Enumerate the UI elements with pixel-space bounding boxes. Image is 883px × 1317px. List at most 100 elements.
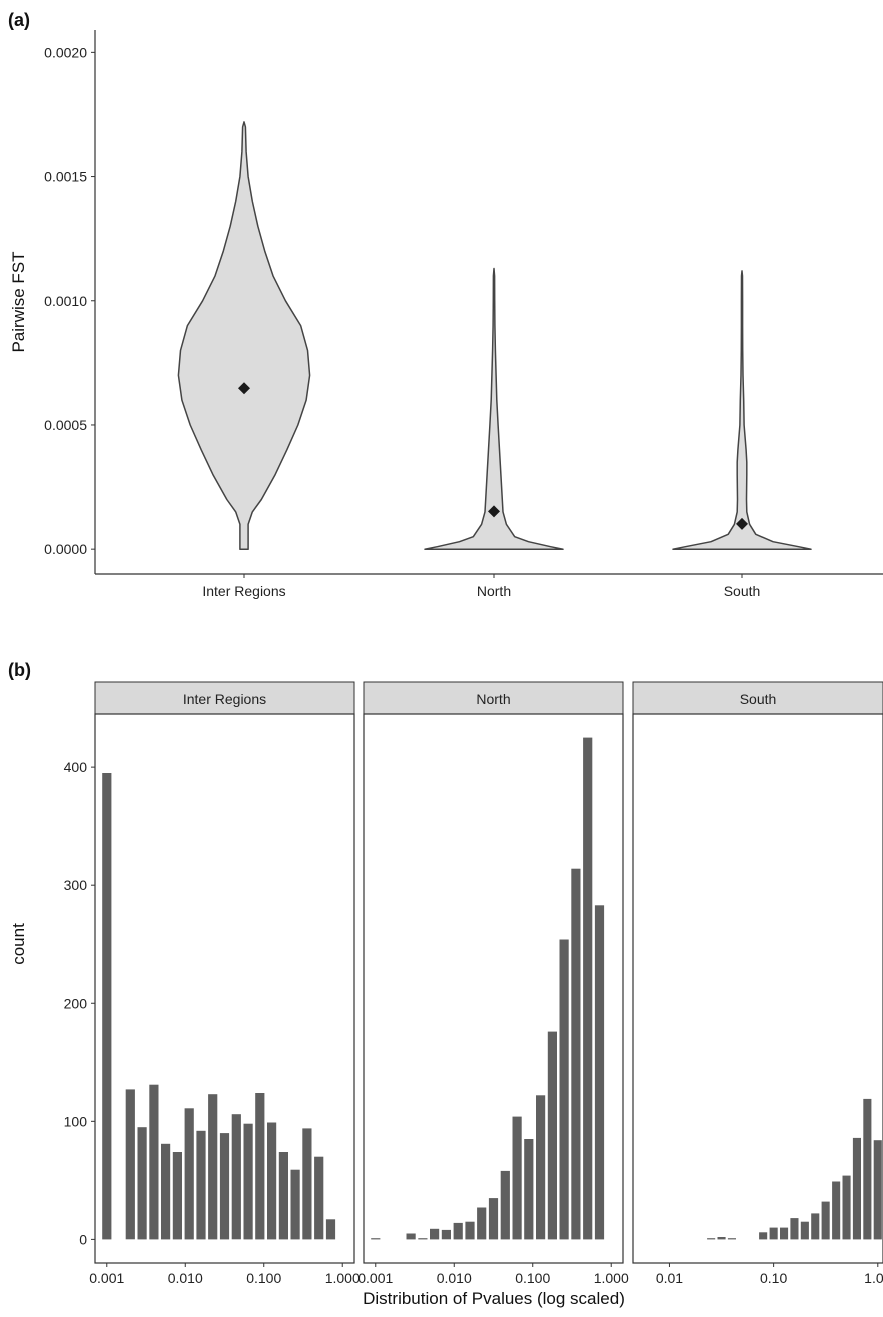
histogram-bar [524,1139,534,1240]
histogram-bar [547,1031,557,1240]
histogram-bar [852,1137,861,1240]
histogram-bar [406,1233,416,1240]
histogram-bar [453,1222,463,1240]
x-tick-label: 1.00 [864,1270,883,1286]
y-tick-label: 0.0005 [44,417,87,433]
histogram-bar [325,1219,336,1240]
histogram-bar [500,1170,510,1240]
histogram-bar [800,1221,809,1240]
facet-frame [632,713,883,1264]
histogram-bar [314,1156,324,1240]
mean-marker [238,382,250,395]
histogram-bar [137,1127,147,1240]
facet-strip [94,681,355,715]
histogram-bar [842,1175,851,1240]
violin-1 [424,267,564,550]
y-tick-label: 0.0000 [44,541,87,557]
facet-strip-label: North [476,691,510,707]
histogram-bar [769,1227,778,1240]
panel-b-label: (b) [8,660,31,680]
histogram-bar [512,1116,522,1240]
x-tick-label: 0.10 [760,1270,787,1286]
y-tick-label: 100 [64,1113,88,1129]
x-tick-label: 0.010 [437,1270,472,1286]
histogram-bar [418,1238,428,1240]
violin-2 [672,270,812,550]
histogram-bar [430,1228,440,1240]
histogram-bar [184,1108,194,1240]
histogram-bar [571,868,581,1240]
facet-frame [363,713,624,1264]
facet-strip [363,681,624,715]
histogram-bar [172,1152,182,1240]
histogram-bar [477,1207,487,1240]
histogram-bar [780,1227,789,1240]
histogram-bar [208,1094,218,1240]
x-tick-label: 0.01 [656,1270,683,1286]
x-tick-label: South [724,583,761,599]
y-tick-label: 200 [64,995,88,1011]
x-tick-label: 0.010 [168,1270,203,1286]
facet-1: North 0.001 0.010 0.100 1.000 [358,681,629,1286]
y-tick-label: 300 [64,877,88,893]
histogram-bar [559,939,569,1240]
histogram-bar [302,1128,312,1240]
x-tick-label: 1.000 [594,1270,629,1286]
mean-marker [488,505,500,518]
histogram-bar [161,1143,171,1240]
histogram-bar [441,1229,451,1240]
y-tick-label: 400 [64,759,88,775]
histogram-bar [149,1084,159,1240]
y-tick-label: 0 [79,1231,87,1247]
violin-plot-panel: 0.0000 0.0005 0.0010 0.0015 0.0020 Inter Regi… [44,30,883,599]
histogram-bar [594,905,605,1240]
x-tick-label: 0.001 [358,1270,393,1286]
histogram-bar [790,1218,799,1240]
y-tick-label: 0.0015 [44,169,87,185]
histogram-bar [873,1140,882,1240]
histogram-bar [371,1238,381,1240]
histogram-bar [290,1169,300,1240]
x-tick-label: 0.001 [89,1270,124,1286]
histogram-bar [583,737,593,1240]
histogram-bar [231,1114,241,1240]
histogram-bar [219,1133,230,1240]
x-tick-label: 1.000 [325,1270,360,1286]
facet-0: Inter Regions 0.001 0.010 0.100 1.000 [89,681,360,1286]
x-tick-label: 0.100 [515,1270,550,1286]
histogram-bar [196,1130,206,1240]
histogram-bar [255,1093,265,1240]
histogram-bar [125,1089,135,1240]
histogram-bar [832,1181,841,1240]
histogram-bar [278,1152,288,1240]
x-tick-label: Inter Regions [202,583,285,599]
violin-0 [177,121,311,550]
histogram-bar [811,1213,820,1240]
mean-marker [736,517,748,530]
y-tick-label: 0.0010 [44,293,87,309]
histogram-bar [863,1098,872,1240]
histogram-bar [707,1238,716,1240]
histogram-bar [102,773,112,1240]
facet-strip-label: South [740,691,777,707]
x-tick-label: 0.100 [246,1270,281,1286]
facet-2: South 0.01 0.10 1.00 [632,681,883,1286]
histogram-bar [465,1221,475,1240]
histogram-panel: 0 100 200 300 400 Inter Regions 0.001 0.010 0.10… [64,681,883,1286]
x-tick-label: North [477,583,511,599]
histogram-bar [821,1201,830,1240]
histogram-bar [759,1232,768,1240]
histogram-bar [243,1123,253,1240]
panel-b-x-axis-label: Distribution of Pvalues (log scaled) [363,1289,625,1308]
histogram-bar [267,1122,277,1240]
histogram-bar [488,1198,499,1240]
histogram-bar [536,1095,546,1240]
facet-strip-label: Inter Regions [183,691,266,707]
facet-frame [94,713,355,1264]
y-tick-label: 0.0020 [44,44,87,60]
panel-a-y-axis-label: Pairwise FST [9,251,28,352]
histogram-bar [717,1237,726,1240]
panel-b-y-axis-label: count [9,923,28,965]
